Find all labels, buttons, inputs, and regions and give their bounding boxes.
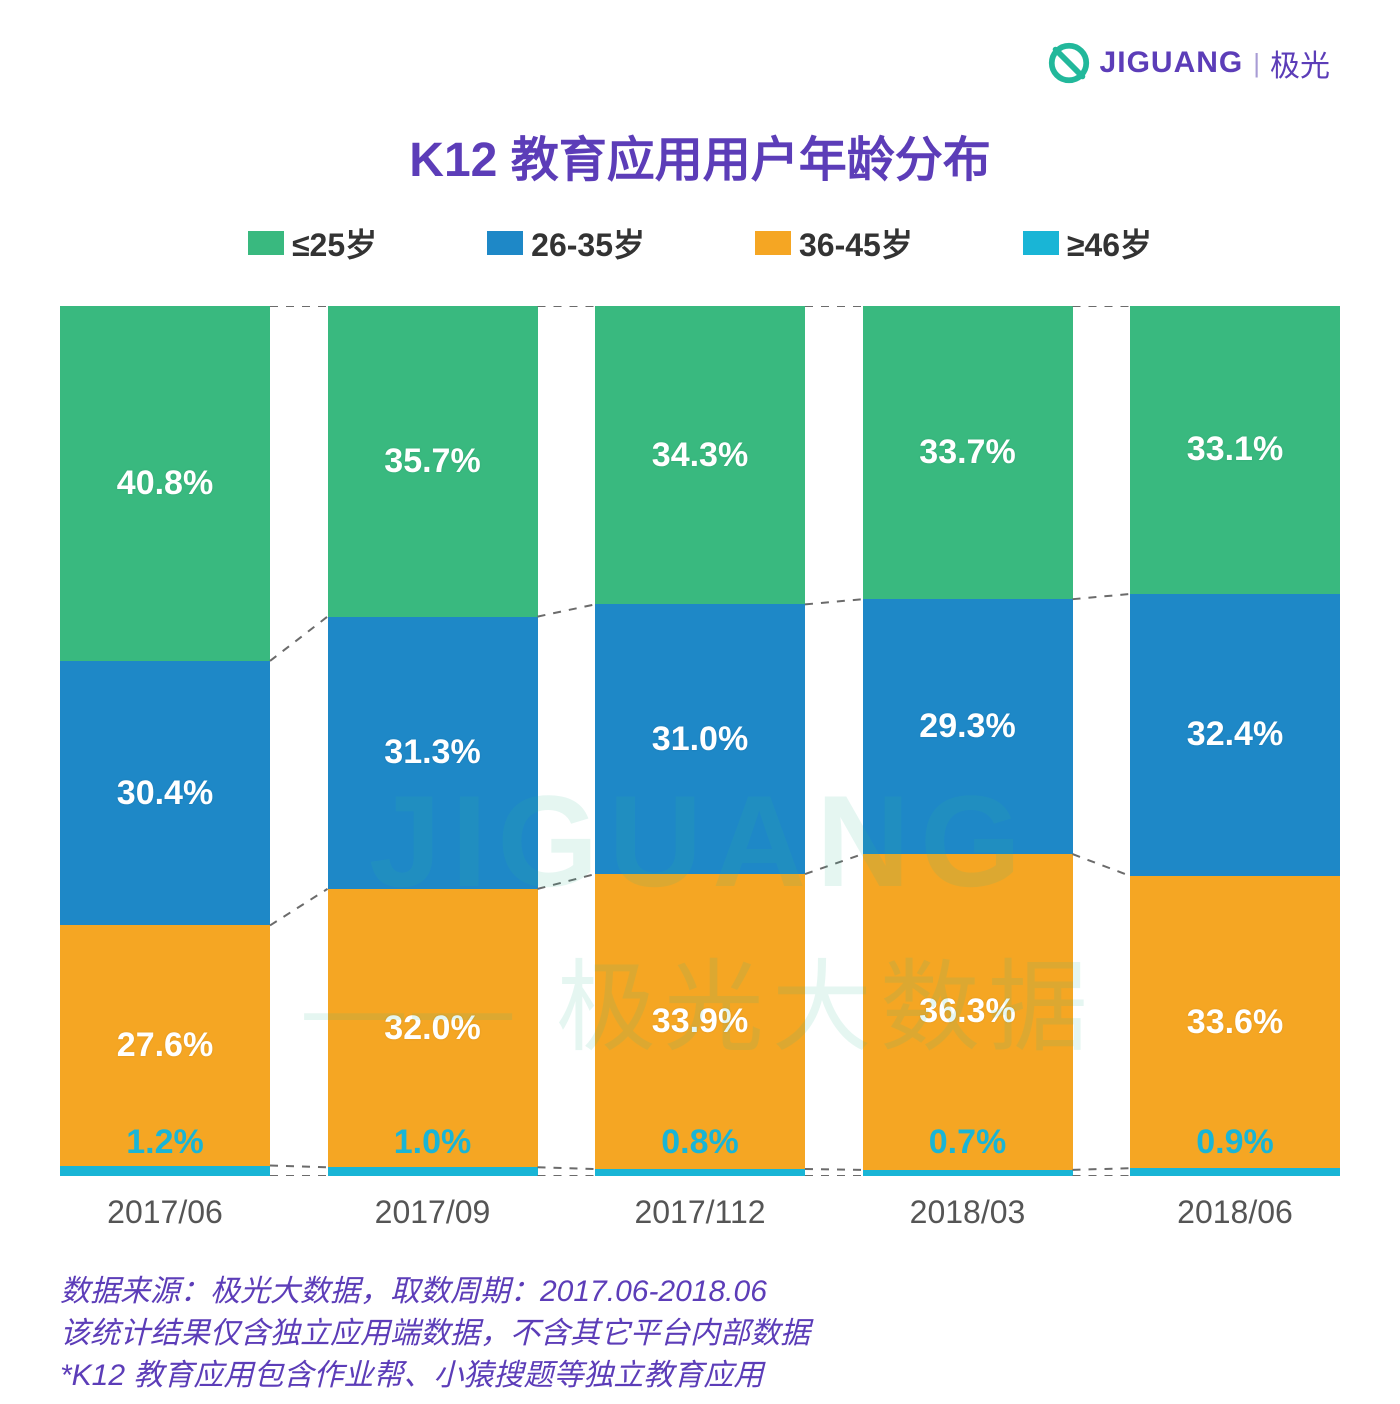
footnote-line: 数据来源：极光大数据，取数周期：2017.06-2018.06 [60, 1271, 1340, 1313]
legend-item: 36-45岁 [755, 220, 913, 266]
bar-segment: 30.4% [60, 661, 270, 925]
bar-column: 33.1% 32.4% 33.6% 0.9% [1130, 306, 1340, 1176]
bar-segment: 35.7% [328, 306, 538, 617]
bar-segment: 34.3% [595, 306, 805, 604]
segment-value-label: 32.0% [384, 1009, 480, 1048]
bar-segment: 0.8% [595, 1169, 805, 1176]
segment-value-label: 40.8% [117, 464, 213, 503]
segment-value-label: 31.3% [384, 733, 480, 772]
segment-value-label: 0.7% [929, 1123, 1007, 1162]
legend-label: 26-35岁 [531, 220, 645, 266]
legend-label: ≤25岁 [292, 220, 377, 266]
footnote-line: *K12 教育应用包含作业帮、小猿搜题等独立教育应用 [60, 1355, 1340, 1397]
segment-value-label: 0.8% [661, 1123, 739, 1162]
bar-segment: 1.0% [328, 1167, 538, 1176]
segment-value-label: 31.0% [652, 720, 748, 759]
bar-segment: 40.8% [60, 306, 270, 661]
segment-value-label: 29.3% [919, 707, 1015, 746]
x-axis: 2017/06 2017/09 2017/112 2018/03 2018/06 [60, 1194, 1340, 1231]
bar-segment: 31.3% [328, 617, 538, 889]
segment-value-label: 36.3% [919, 992, 1015, 1031]
x-axis-tick: 2017/06 [60, 1194, 270, 1231]
footnotes: 数据来源：极光大数据，取数周期：2017.06-2018.06该统计结果仅含独立… [60, 1271, 1340, 1397]
segment-value-label: 33.1% [1187, 430, 1283, 469]
brand-separator: | [1253, 48, 1260, 79]
legend-swatch [1023, 231, 1059, 255]
segment-value-label: 34.3% [652, 436, 748, 475]
bar-column: 40.8% 30.4% 27.6% 1.2% [60, 306, 270, 1176]
brand-text-en: JIGUANG [1100, 46, 1244, 80]
bar-column: 35.7% 31.3% 32.0% 1.0% [328, 306, 538, 1176]
brand-block: JIGUANG | 极光 [1046, 40, 1330, 86]
bar-segment: 32.4% [1130, 594, 1340, 876]
bar-segment: 0.7% [863, 1170, 1073, 1176]
bar-segment: 1.2% [60, 1166, 270, 1176]
segment-value-label: 33.9% [652, 1002, 748, 1041]
legend-label: 36-45岁 [799, 220, 913, 266]
segment-value-label: 1.0% [394, 1123, 472, 1162]
legend-item: ≤25岁 [248, 220, 377, 266]
x-axis-tick: 2017/112 [595, 1194, 805, 1231]
bar-segment: 33.1% [1130, 306, 1340, 594]
x-axis-tick: 2018/03 [863, 1194, 1073, 1231]
bar-column: 33.7% 29.3% 36.3% 0.7% [863, 306, 1073, 1176]
segment-value-label: 0.9% [1196, 1123, 1274, 1162]
chart-title: K12 教育应用用户年龄分布 [60, 120, 1340, 190]
brand-logo-icon [1046, 40, 1092, 86]
legend-label: ≥46岁 [1067, 220, 1152, 266]
footnote-line: 该统计结果仅含独立应用端数据，不含其它平台内部数据 [60, 1313, 1340, 1355]
stacked-bar-chart: 40.8% 30.4% 27.6% 1.2% 35.7% 31.3% 32.0% 1.0% 34… [60, 306, 1340, 1176]
x-axis-tick: 2018/06 [1130, 1194, 1340, 1231]
segment-value-label: 32.4% [1187, 715, 1283, 754]
segment-value-label: 30.4% [117, 774, 213, 813]
bar-segment: 29.3% [863, 599, 1073, 854]
legend: ≤25岁 26-35岁 36-45岁 ≥46岁 [60, 220, 1340, 266]
segment-value-label: 27.6% [117, 1026, 213, 1065]
bar-segment: 33.7% [863, 306, 1073, 599]
bar-segment: 0.9% [1130, 1168, 1340, 1176]
segment-value-label: 33.6% [1187, 1003, 1283, 1042]
legend-swatch [248, 231, 284, 255]
legend-item: 26-35岁 [487, 220, 645, 266]
segment-value-label: 35.7% [384, 442, 480, 481]
brand-text-cn: 极光 [1270, 41, 1330, 85]
legend-swatch [487, 231, 523, 255]
bar-column: 34.3% 31.0% 33.9% 0.8% [595, 306, 805, 1176]
x-axis-tick: 2017/09 [328, 1194, 538, 1231]
legend-swatch [755, 231, 791, 255]
legend-item: ≥46岁 [1023, 220, 1152, 266]
bar-segment: 31.0% [595, 604, 805, 874]
segment-value-label: 1.2% [126, 1123, 204, 1162]
segment-value-label: 33.7% [919, 433, 1015, 472]
